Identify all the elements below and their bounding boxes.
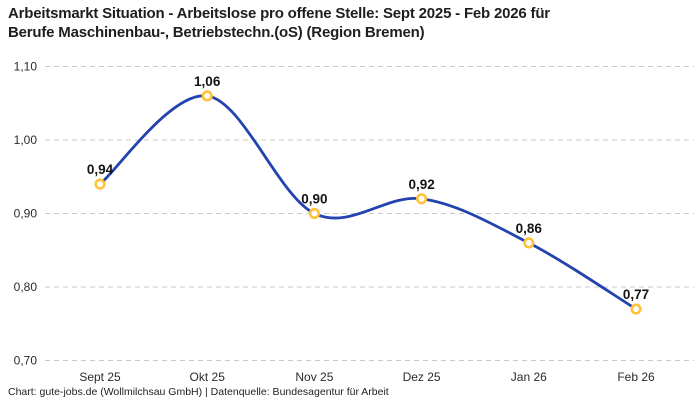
y-axis-tick-label: 1,00 xyxy=(14,133,38,147)
data-point-label: 0,90 xyxy=(301,192,327,207)
data-point-marker xyxy=(308,207,321,220)
chart-footer-credit: Chart: gute-jobs.de (Wollmilchsau GmbH) … xyxy=(8,386,389,398)
data-point-marker xyxy=(523,237,535,249)
x-axis-tick-label: Nov 25 xyxy=(295,370,333,384)
data-point-label: 0,86 xyxy=(516,221,543,236)
data-point-label: 0,94 xyxy=(87,162,114,177)
data-point-label: 0,92 xyxy=(408,177,434,192)
chart-title-line1: Arbeitsmarkt Situation - Arbeitslose pro… xyxy=(8,5,550,22)
y-axis-tick-label: 0,80 xyxy=(14,280,38,294)
y-axis-tick-label: 1,10 xyxy=(14,60,38,74)
data-point-label: 0,77 xyxy=(623,287,649,302)
x-axis-tick-label: Okt 25 xyxy=(190,370,226,384)
x-axis-tick-label: Jan 26 xyxy=(511,370,547,384)
chart-title: Arbeitsmarkt Situation - Arbeitslose pro… xyxy=(8,4,694,42)
x-axis-tick-label: Sept 25 xyxy=(79,370,121,384)
data-point-label: 1,06 xyxy=(194,74,221,89)
data-point-marker xyxy=(94,178,106,190)
x-axis-tick-label: Feb 26 xyxy=(617,370,655,384)
x-axis-tick-label: Dez 25 xyxy=(403,370,441,384)
data-point-marker xyxy=(630,303,642,315)
chart-title-line2: Berufe Maschinenbau-, Betriebstechn.(oS)… xyxy=(8,24,425,41)
data-point-marker xyxy=(201,90,213,102)
y-axis-tick-label: 0,90 xyxy=(14,207,38,221)
y-axis-tick-label: 0,70 xyxy=(14,354,38,368)
trend-line xyxy=(98,94,638,311)
data-point-marker xyxy=(416,193,428,205)
